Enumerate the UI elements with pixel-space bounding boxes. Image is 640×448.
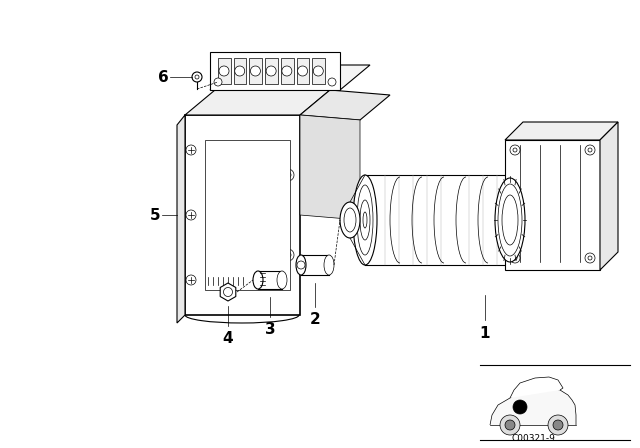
Circle shape xyxy=(297,261,305,269)
Text: C00321-9: C00321-9 xyxy=(511,434,555,443)
Ellipse shape xyxy=(344,208,356,232)
Ellipse shape xyxy=(277,271,287,289)
Bar xyxy=(281,58,294,84)
Circle shape xyxy=(328,78,336,86)
Circle shape xyxy=(510,145,520,155)
Bar xyxy=(250,58,262,84)
Ellipse shape xyxy=(296,255,306,275)
Ellipse shape xyxy=(314,66,323,76)
Circle shape xyxy=(223,288,232,297)
Ellipse shape xyxy=(357,185,373,255)
Ellipse shape xyxy=(324,255,334,275)
Circle shape xyxy=(282,249,294,261)
Text: 2: 2 xyxy=(310,311,321,327)
Ellipse shape xyxy=(498,184,522,256)
Bar xyxy=(265,58,278,84)
Ellipse shape xyxy=(235,66,244,76)
Circle shape xyxy=(186,210,196,220)
Ellipse shape xyxy=(298,66,308,76)
Circle shape xyxy=(588,148,592,152)
Ellipse shape xyxy=(282,66,292,76)
Bar xyxy=(205,140,290,290)
Ellipse shape xyxy=(266,66,276,76)
Polygon shape xyxy=(505,122,618,140)
Circle shape xyxy=(214,78,222,86)
Ellipse shape xyxy=(253,271,263,289)
Ellipse shape xyxy=(340,202,360,238)
Circle shape xyxy=(505,420,515,430)
Bar xyxy=(296,58,309,84)
Circle shape xyxy=(513,256,517,260)
Circle shape xyxy=(282,169,294,181)
Circle shape xyxy=(513,400,527,414)
Circle shape xyxy=(186,275,196,285)
Polygon shape xyxy=(220,283,236,301)
Text: 4: 4 xyxy=(223,331,234,345)
Ellipse shape xyxy=(502,195,518,245)
Circle shape xyxy=(585,145,595,155)
Text: 3: 3 xyxy=(265,322,275,336)
Circle shape xyxy=(513,148,517,152)
Text: 5: 5 xyxy=(150,207,160,223)
Ellipse shape xyxy=(360,200,370,240)
Circle shape xyxy=(510,253,520,263)
Circle shape xyxy=(195,75,199,79)
Ellipse shape xyxy=(250,66,260,76)
Circle shape xyxy=(186,145,196,155)
Polygon shape xyxy=(490,388,576,425)
Ellipse shape xyxy=(219,66,229,76)
Ellipse shape xyxy=(495,178,525,262)
Polygon shape xyxy=(600,122,618,270)
Bar xyxy=(218,58,230,84)
Circle shape xyxy=(192,72,202,82)
Circle shape xyxy=(285,252,291,258)
Text: 1: 1 xyxy=(480,326,490,340)
Ellipse shape xyxy=(533,175,557,265)
Polygon shape xyxy=(300,115,360,220)
Text: 6: 6 xyxy=(157,69,168,85)
Circle shape xyxy=(548,415,568,435)
Bar xyxy=(505,140,600,270)
Ellipse shape xyxy=(353,175,377,265)
Polygon shape xyxy=(177,115,185,323)
Polygon shape xyxy=(510,377,563,398)
Bar xyxy=(210,52,340,90)
Polygon shape xyxy=(185,90,330,115)
Bar xyxy=(185,115,300,315)
Circle shape xyxy=(553,420,563,430)
Circle shape xyxy=(588,256,592,260)
Bar xyxy=(312,58,325,84)
Polygon shape xyxy=(300,90,390,120)
Circle shape xyxy=(500,415,520,435)
Bar xyxy=(234,58,246,84)
Polygon shape xyxy=(210,65,370,90)
Circle shape xyxy=(585,253,595,263)
Circle shape xyxy=(285,172,291,178)
Ellipse shape xyxy=(363,212,367,228)
